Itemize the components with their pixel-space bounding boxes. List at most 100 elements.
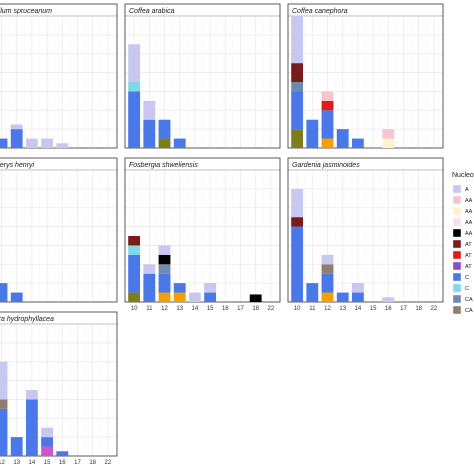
bar-segment xyxy=(321,264,334,274)
x-tick-label: 13 xyxy=(176,306,183,312)
bar-segment xyxy=(25,138,38,148)
bar-segment xyxy=(291,129,304,148)
bar-segment xyxy=(351,138,364,148)
facet-title-1: Coffea arabica xyxy=(129,8,175,15)
bar-segment xyxy=(321,292,334,302)
x-tick-label: 14 xyxy=(29,460,36,466)
legend-key-6 xyxy=(452,250,462,260)
x-tick-label: 17 xyxy=(237,306,244,312)
legend-key-9 xyxy=(452,283,462,293)
x-tick-label: 14 xyxy=(355,306,362,312)
bar-segment xyxy=(143,264,156,274)
bar-segment xyxy=(41,138,54,148)
legend-label-3: AA xyxy=(465,220,473,226)
x-tick-label: 10 xyxy=(131,306,138,312)
bar-segment xyxy=(321,273,334,293)
legend-key-1 xyxy=(452,195,462,205)
x-tick-label: 11 xyxy=(309,306,316,312)
bar-segment xyxy=(158,273,171,293)
x-tick-label: 17 xyxy=(400,306,407,312)
x-tick-label: 22 xyxy=(431,306,438,312)
x-tick-label: 15 xyxy=(207,306,214,312)
bar-segment xyxy=(321,110,334,139)
bar-segment xyxy=(321,138,334,148)
bar-segment xyxy=(10,124,23,130)
x-tick-label: 12 xyxy=(0,460,6,466)
bar-segment xyxy=(291,16,304,64)
legend-label-11: CA xyxy=(465,308,473,314)
bar-segment xyxy=(382,129,395,139)
bar-segment xyxy=(291,188,304,218)
facet-panel-3 xyxy=(0,169,118,303)
facet-panel-6 xyxy=(0,323,118,457)
bar-segment xyxy=(41,437,54,447)
legend-key-5 xyxy=(452,239,462,249)
bar-segment xyxy=(321,100,334,111)
bar-segment xyxy=(128,245,141,255)
x-tick-label: 12 xyxy=(161,306,168,312)
x-tick-label: 12 xyxy=(324,306,331,312)
bar-segment xyxy=(382,138,395,148)
legend-key-10 xyxy=(452,294,462,304)
facet-title-3: Emmenopterys henryi xyxy=(0,162,35,169)
bar-segment xyxy=(128,236,141,246)
bar-segment xyxy=(291,217,304,227)
bar-segment xyxy=(291,82,304,92)
bar-segment xyxy=(306,283,319,302)
facet-title-6: Scyphiphora hydrophyllacea xyxy=(0,316,54,323)
legend-label-6: AT xyxy=(465,253,472,259)
x-tick-label: 13 xyxy=(339,306,346,312)
bar-segment xyxy=(0,408,8,456)
legend-key-8 xyxy=(452,272,462,282)
bar-segment xyxy=(143,119,156,148)
bar-segment xyxy=(25,390,38,400)
bar-segment xyxy=(204,292,217,302)
bar-segment xyxy=(10,437,23,456)
x-tick-label: 18 xyxy=(252,306,259,312)
x-tick-label: 10 xyxy=(294,306,301,312)
legend-label-4: AA xyxy=(465,231,473,237)
bar-segment xyxy=(291,226,304,302)
bar-segment xyxy=(158,292,171,302)
bar-segment xyxy=(158,254,171,265)
bar-segment xyxy=(336,292,349,302)
bar-segment xyxy=(56,143,69,148)
legend-key-7 xyxy=(452,261,462,271)
bar-segment xyxy=(128,254,141,293)
bar-segment xyxy=(291,91,304,130)
bar-segment xyxy=(158,245,171,255)
legend-key-3 xyxy=(452,217,462,227)
x-tick-label: 16 xyxy=(385,306,392,312)
bar-segment xyxy=(143,273,156,302)
bar-segment xyxy=(10,129,23,148)
bar-segment xyxy=(351,283,364,293)
legend-label-8: C xyxy=(465,275,469,281)
bar-segment xyxy=(0,283,8,302)
legend-key-2 xyxy=(452,206,462,216)
bar-segment xyxy=(56,451,69,456)
legend-label-2: AA xyxy=(465,209,473,215)
legend-key-4 xyxy=(452,228,462,238)
bar-segment xyxy=(351,292,364,302)
x-tick-label: 15 xyxy=(370,306,377,312)
x-tick-label: 22 xyxy=(105,460,112,466)
bar-segment xyxy=(158,138,171,148)
x-tick-label: 18 xyxy=(89,460,96,466)
legend-label-5: AT xyxy=(465,242,472,248)
facet-title-2: Coffea canephora xyxy=(292,8,348,15)
legend-label-7: AT xyxy=(465,264,472,270)
legend-label-9: C xyxy=(465,286,469,292)
x-tick-label: 11 xyxy=(146,306,153,312)
legend-label-10: CA xyxy=(465,297,473,303)
x-tick-label: 18 xyxy=(415,306,422,312)
bar-segment xyxy=(25,399,38,456)
x-tick-label: 16 xyxy=(222,306,229,312)
bar-segment xyxy=(382,297,395,302)
bar-segment xyxy=(173,283,186,293)
bar-segment xyxy=(291,63,304,82)
bar-segment xyxy=(173,138,186,148)
bar-segment xyxy=(188,292,201,302)
legend-key-0 xyxy=(452,184,462,194)
bar-segment xyxy=(158,119,171,139)
